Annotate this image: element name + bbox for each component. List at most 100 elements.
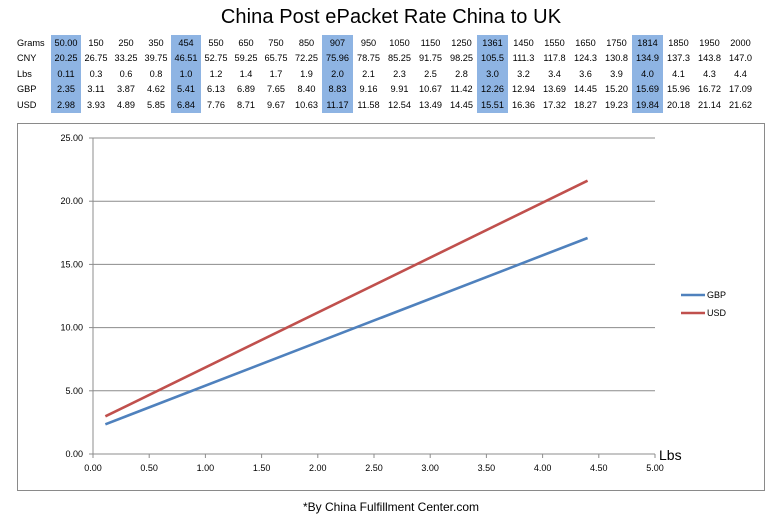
table-cell: 6.89 bbox=[237, 84, 255, 95]
table-cell: 0.8 bbox=[149, 68, 163, 79]
table-cell: 3.9 bbox=[610, 68, 623, 79]
x-tick-label: 0.50 bbox=[140, 463, 158, 473]
line-chart: 0.00 5.00 10.00 15.00 20.00 25.00 0.00 0.50 1.00… bbox=[60, 133, 727, 473]
table-cell: 14.45 bbox=[450, 99, 473, 110]
table-cell: 20.18 bbox=[667, 99, 690, 110]
footnote: *By China Fulfillment Center.com bbox=[302, 500, 480, 514]
table-cell: 15.69 bbox=[632, 81, 663, 97]
legend-label-gbp: GBP bbox=[707, 290, 726, 300]
table-cell: 143.8 bbox=[698, 53, 721, 64]
table-cell: 4.4 bbox=[734, 68, 747, 79]
table-cell: 3.0 bbox=[477, 66, 508, 82]
table-cell: 5.85 bbox=[147, 99, 165, 110]
table-cell: 7.76 bbox=[207, 99, 225, 110]
row-header: Grams bbox=[17, 37, 45, 48]
table-cell: 14.45 bbox=[574, 84, 597, 95]
table-cell: 150 bbox=[88, 37, 104, 48]
chart-title: China Post ePacket Rate China to UK bbox=[220, 6, 562, 28]
y-tick-label: 10.00 bbox=[60, 323, 83, 333]
table-cell: 17.09 bbox=[729, 84, 752, 95]
table-cell: 6.84 bbox=[171, 97, 201, 113]
table-cell: 3.11 bbox=[87, 84, 105, 95]
table-cell: 39.75 bbox=[144, 53, 168, 64]
y-tick-label: 15.00 bbox=[60, 259, 83, 269]
table-cell: 1.4 bbox=[239, 68, 253, 79]
table-row: Lbs 0.11 0.3 0.6 0.8 1.0 1.2 1.4 1.7 1.9 2.0 2.1 2.3… bbox=[16, 66, 756, 82]
table-cell: 1.2 bbox=[209, 68, 223, 79]
table-cell: 1.0 bbox=[171, 66, 201, 82]
rate-table: Grams 50.00 150 250 350 454 550 650 750 850 907 950… bbox=[16, 35, 756, 113]
table-cell: 11.42 bbox=[450, 84, 473, 95]
x-tick-label: 5.00 bbox=[646, 463, 664, 473]
table-cell: 2.3 bbox=[393, 68, 406, 79]
y-tick-label: 5.00 bbox=[65, 386, 83, 396]
table-row: GBP 2.35 3.11 3.87 4.62 5.41 6.13 6.89 7.65 8.40 8… bbox=[16, 81, 756, 97]
x-axis-label: Lbs bbox=[659, 447, 682, 463]
table-cell: 1750 bbox=[606, 37, 627, 48]
table-cell: 9.16 bbox=[359, 84, 378, 95]
table-cell: 78.75 bbox=[357, 53, 380, 64]
table-cell: 137.3 bbox=[667, 53, 690, 64]
table-cell: 5.41 bbox=[171, 81, 201, 97]
table-cell: 2.8 bbox=[455, 68, 468, 79]
table-row: CNY 20.25 26.75 33.25 39.75 46.51 52.75 59.25 65… bbox=[16, 50, 756, 66]
table-cell: 33.25 bbox=[114, 53, 138, 64]
table-cell: 20.25 bbox=[51, 50, 81, 66]
table-cell: 950 bbox=[360, 37, 377, 48]
table-cell: 1.9 bbox=[300, 68, 313, 79]
table-cell: 850 bbox=[298, 37, 315, 48]
table-cell: 10.63 bbox=[295, 99, 318, 110]
x-tick-label: 4.00 bbox=[534, 463, 552, 473]
table-cell: 1361 bbox=[477, 35, 508, 51]
table-cell: 350 bbox=[148, 37, 164, 48]
table-cell: 12.26 bbox=[477, 81, 508, 97]
y-tick-label: 0.00 bbox=[65, 449, 83, 459]
table-cell: 15.20 bbox=[605, 84, 628, 95]
table-cell: 9.91 bbox=[390, 84, 409, 95]
table-cell: 0.11 bbox=[51, 66, 81, 82]
table-cell: 72.25 bbox=[295, 53, 318, 64]
table-cell: 12.94 bbox=[512, 84, 535, 95]
table-cell: 50.00 bbox=[51, 35, 81, 51]
legend-label-usd: USD bbox=[707, 308, 727, 318]
table-cell: 907 bbox=[322, 35, 353, 51]
table-cell: 16.72 bbox=[698, 84, 721, 95]
table-cell: 75.96 bbox=[322, 50, 353, 66]
table-cell: 130.8 bbox=[605, 53, 628, 64]
table-cell: 26.75 bbox=[84, 53, 108, 64]
table-row: USD 2.98 3.93 4.89 5.85 6.84 7.76 8.71 9.67 10.63… bbox=[16, 97, 756, 113]
x-tick-label: 1.00 bbox=[197, 463, 215, 473]
table-cell: 65.75 bbox=[264, 53, 288, 64]
table-cell: 550 bbox=[208, 37, 224, 48]
table-cell: 15.96 bbox=[667, 84, 690, 95]
table-cell: 13.69 bbox=[543, 84, 566, 95]
table-cell: 1.7 bbox=[269, 68, 283, 79]
series-line-usd bbox=[104, 179, 589, 418]
x-tick-label: 1.50 bbox=[253, 463, 271, 473]
x-tick-label: 4.50 bbox=[590, 463, 608, 473]
table-cell: 46.51 bbox=[171, 50, 201, 66]
table-cell: 3.93 bbox=[87, 99, 105, 110]
table-cell: 250 bbox=[118, 37, 134, 48]
table-cell: 2.1 bbox=[362, 68, 375, 79]
series-line-gbp bbox=[104, 236, 589, 426]
row-header: Lbs bbox=[17, 68, 32, 79]
table-cell: 1450 bbox=[513, 37, 534, 48]
table-cell: 4.1 bbox=[672, 68, 685, 79]
table-cell: 4.3 bbox=[703, 68, 716, 79]
table-cell: 4.62 bbox=[147, 84, 165, 95]
table-cell: 91.75 bbox=[419, 53, 442, 64]
table-cell: 8.71 bbox=[237, 99, 255, 110]
table-cell: 8.40 bbox=[297, 84, 316, 95]
row-header: GBP bbox=[17, 84, 37, 95]
table-cell: 21.62 bbox=[729, 99, 752, 110]
table-cell: 1650 bbox=[575, 37, 596, 48]
table-cell: 1950 bbox=[699, 37, 720, 48]
table-cell: 11.17 bbox=[322, 97, 353, 113]
y-tick-label: 25.00 bbox=[60, 133, 83, 143]
chart-area: 0.00 5.00 10.00 15.00 20.00 25.00 0.00 0.50 1.00… bbox=[17, 123, 765, 491]
table-cell: 1150 bbox=[420, 37, 441, 48]
x-tick-label: 3.50 bbox=[478, 463, 496, 473]
table-cell: 1250 bbox=[451, 37, 472, 48]
table-cell: 4.0 bbox=[632, 66, 663, 82]
